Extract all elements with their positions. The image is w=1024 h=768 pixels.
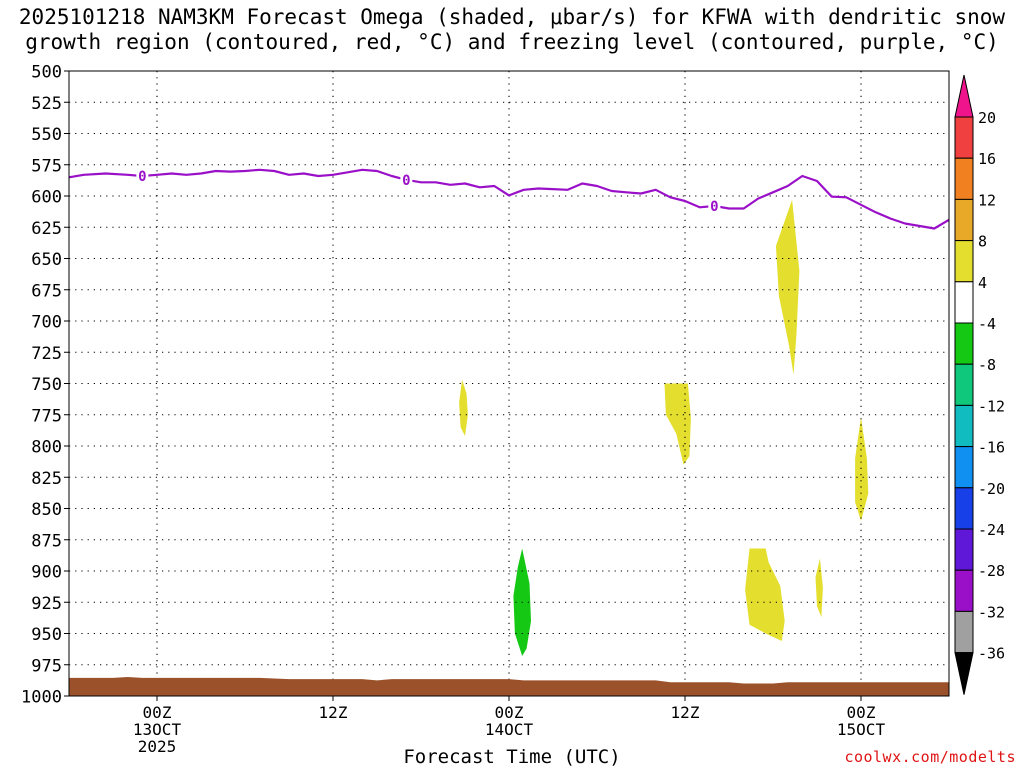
colorbar-label-6: -8 bbox=[978, 356, 996, 374]
grid-lines bbox=[69, 71, 949, 696]
colorbar-label-5: -4 bbox=[978, 315, 996, 333]
x-axis-title: Forecast Time (UTC) bbox=[403, 746, 621, 768]
x-tick-label-2-1: 14OCT bbox=[485, 720, 534, 739]
colorbar-label-8: -16 bbox=[978, 439, 1005, 457]
x-tick-label-0-2: 2025 bbox=[138, 737, 177, 756]
yellow-blob-6 bbox=[815, 558, 823, 618]
y-tick-label-925: 925 bbox=[31, 594, 62, 614]
chart-title-line-2: growth region (contoured, red, °C) and f… bbox=[25, 30, 999, 54]
colorbar-bottom-triangle bbox=[954, 652, 974, 695]
y-tick-label-750: 750 bbox=[31, 375, 62, 395]
y-tick-label-600: 600 bbox=[31, 188, 62, 208]
y-tick-label-700: 700 bbox=[31, 313, 62, 333]
y-tick-label-900: 900 bbox=[31, 563, 62, 583]
colorbar-segment-2 bbox=[954, 157, 974, 200]
freezing-level-label-2: 0 bbox=[710, 199, 718, 215]
y-axis: 500 525 550 575 600 625 650 675 700 725 750 775 800 8… bbox=[21, 63, 69, 708]
colorbar-segment-13 bbox=[954, 610, 974, 654]
y-tick-label-625: 625 bbox=[31, 219, 62, 239]
yellow-blob-5 bbox=[745, 548, 785, 641]
y-tick-label-650: 650 bbox=[31, 250, 62, 270]
y-tick-label-975: 975 bbox=[31, 656, 62, 676]
y-tick-label-875: 875 bbox=[31, 531, 62, 551]
freezing-label-bg-2 bbox=[708, 198, 721, 214]
colorbar-label-2: 12 bbox=[978, 191, 996, 209]
y-tick-label-800: 800 bbox=[31, 438, 62, 458]
y-tick-label-825: 825 bbox=[31, 469, 62, 489]
colorbar-segment-4 bbox=[954, 240, 974, 283]
freezing-level: 0 0 0 bbox=[68, 168, 950, 230]
y-tick-label-850: 850 bbox=[31, 500, 62, 520]
x-tick-label-0-0: 00Z bbox=[143, 703, 172, 722]
colorbar: 20 16 12 8 4 -4 -8 -12 -16 -20 -24 -28 -32 -36 bbox=[954, 74, 1005, 695]
colorbar-label-9: -20 bbox=[978, 480, 1005, 498]
freezing-label-bg-1 bbox=[400, 171, 413, 188]
yellow-blob-1 bbox=[459, 379, 468, 436]
colorbar-label-12: -32 bbox=[978, 603, 1005, 621]
ground-fill bbox=[69, 677, 949, 696]
y-tick-label-675: 675 bbox=[31, 281, 62, 301]
yellow-blob-4 bbox=[855, 417, 869, 521]
x-tick-label-0-1: 13OCT bbox=[133, 720, 182, 739]
colorbar-segment-8 bbox=[954, 404, 974, 448]
colorbar-label-10: -24 bbox=[978, 521, 1005, 539]
credit-link[interactable]: coolwx.com/modelts bbox=[844, 748, 1016, 766]
colorbar-label-3: 8 bbox=[978, 233, 987, 251]
y-tick-label-500: 500 bbox=[31, 63, 62, 83]
colorbar-segment-5 bbox=[954, 281, 974, 324]
freezing-level-label-1: 0 bbox=[402, 173, 410, 189]
colorbar-label-7: -12 bbox=[978, 397, 1005, 415]
freezing-level-label-0: 0 bbox=[138, 169, 146, 185]
x-tick-label-1-0: 12Z bbox=[319, 703, 348, 722]
x-tick-label-2-0: 00Z bbox=[495, 703, 524, 722]
colorbar-segment-10 bbox=[954, 487, 974, 530]
y-tick-label-525: 525 bbox=[31, 94, 62, 114]
colorbar-segment-7 bbox=[954, 363, 974, 406]
y-tick-label-575: 575 bbox=[31, 156, 62, 176]
y-tick-label-550: 550 bbox=[31, 125, 62, 145]
x-tick-label-4-1: 15OCT bbox=[837, 720, 886, 739]
colorbar-segment-11 bbox=[954, 528, 974, 571]
colorbar-segment-9 bbox=[954, 446, 974, 489]
freezing-level-line bbox=[68, 168, 950, 230]
colorbar-segment-6 bbox=[954, 322, 974, 365]
yellow-blob-3 bbox=[775, 199, 800, 375]
colorbar-segment-3 bbox=[954, 198, 974, 242]
ground-layer bbox=[69, 677, 949, 696]
y-tick-label-775: 775 bbox=[31, 406, 62, 426]
x-tick-label-3-0: 12Z bbox=[671, 703, 700, 722]
colorbar-label-1: 16 bbox=[978, 150, 996, 168]
colorbar-label-13: -36 bbox=[978, 645, 1005, 663]
y-tick-label-725: 725 bbox=[31, 344, 62, 364]
y-tick-label-950: 950 bbox=[31, 625, 62, 645]
y-tick-label-1000: 1000 bbox=[21, 688, 62, 708]
omega-shaded-regions bbox=[459, 199, 869, 656]
colorbar-top-triangle bbox=[954, 74, 974, 118]
colorbar-label-0: 20 bbox=[978, 109, 996, 127]
colorbar-segment-12 bbox=[954, 569, 974, 612]
chart-title-line-1: 2025101218 NAM3KM Forecast Omega (shaded… bbox=[18, 5, 1006, 29]
freezing-label-bg-0 bbox=[136, 168, 149, 184]
x-tick-label-4-0: 00Z bbox=[847, 703, 876, 722]
colorbar-label-11: -28 bbox=[978, 562, 1005, 580]
yellow-blob-2 bbox=[664, 383, 691, 465]
colorbar-label-4: 4 bbox=[978, 274, 987, 292]
colorbar-segment-1 bbox=[954, 116, 974, 159]
